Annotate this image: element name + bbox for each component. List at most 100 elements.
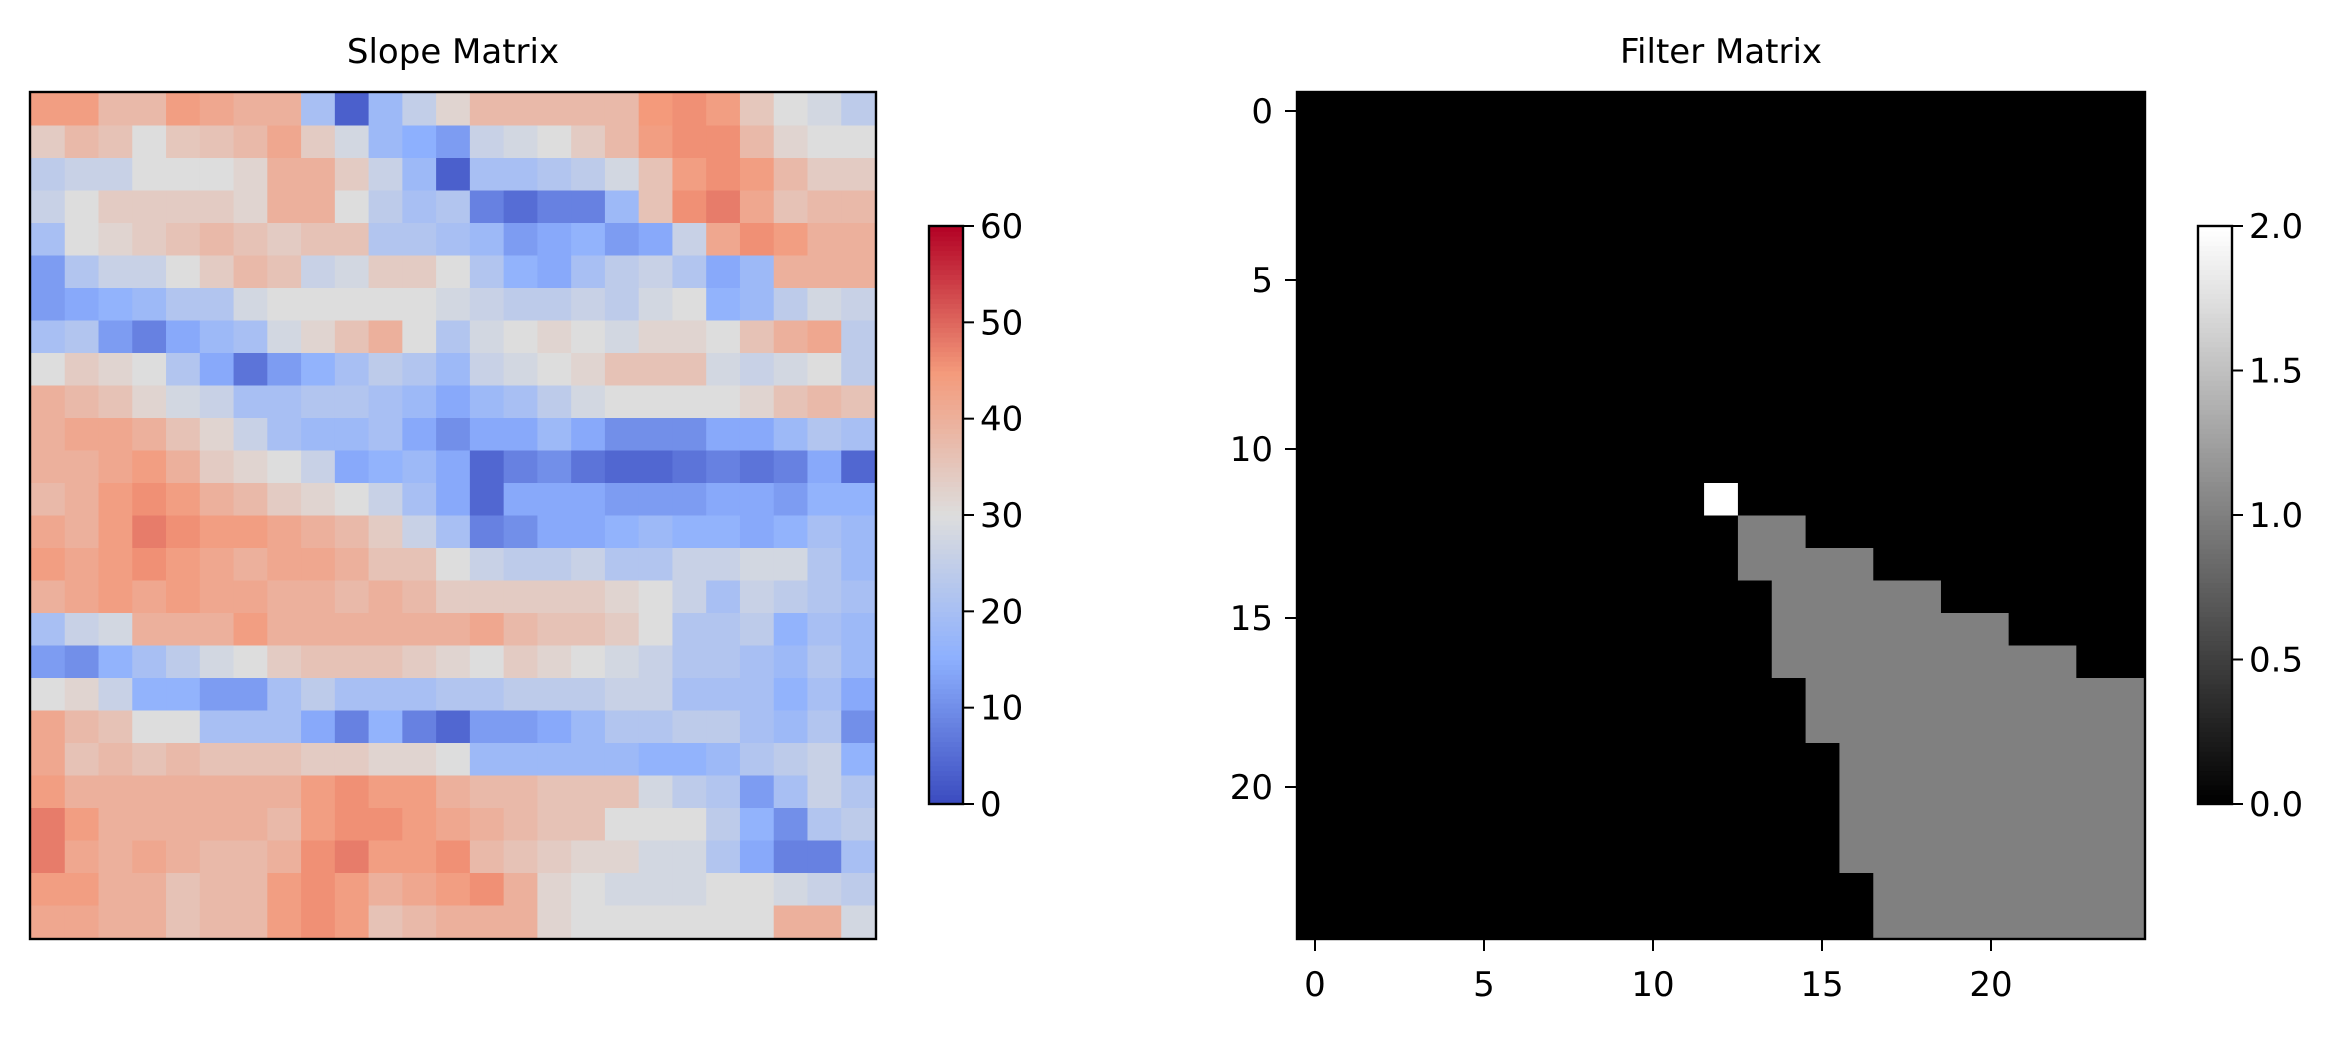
heatmap-cell — [1974, 840, 2010, 874]
colorbar-gradient-step — [929, 481, 963, 487]
x-tick-label: 5 — [1473, 965, 1495, 1005]
colorbar-gradient-step — [929, 630, 963, 637]
heatmap-cell — [1365, 385, 1401, 419]
heatmap-cell — [166, 450, 201, 484]
heatmap-cell — [2008, 255, 2044, 289]
heatmap-cell — [436, 223, 471, 257]
heatmap-cell — [267, 548, 302, 582]
colorbar-gradient-step — [2198, 519, 2232, 526]
heatmap-cell — [1534, 873, 1570, 907]
heatmap-cell — [2110, 190, 2145, 224]
heatmap-cell — [1568, 255, 1604, 289]
heatmap-cell — [199, 190, 235, 224]
heatmap-cell — [706, 840, 741, 874]
colorbar-gradient-step — [929, 226, 963, 232]
heatmap-cell — [739, 808, 775, 842]
heatmap-cell — [604, 255, 640, 289]
heatmap-cell — [1298, 678, 1333, 712]
colorbar-gradient-step — [2198, 741, 2232, 747]
heatmap-cell — [2110, 93, 2145, 127]
heatmap-cell — [1298, 613, 1333, 647]
heatmap-cell — [1467, 320, 1502, 354]
heatmap-cell — [64, 613, 100, 647]
heatmap-cell — [166, 710, 201, 744]
heatmap-cell — [1907, 808, 1942, 842]
colorbar-gradient-step — [929, 505, 963, 511]
heatmap-cell — [571, 515, 606, 549]
heatmap-cell — [1974, 743, 2010, 777]
heatmap-cell — [2076, 450, 2111, 484]
colorbar-gradient-step — [2198, 476, 2232, 483]
heatmap-cell — [1298, 418, 1333, 452]
heatmap-cell — [2042, 548, 2077, 582]
heatmap-cell — [2042, 353, 2077, 387]
heatmap-cell — [537, 743, 572, 777]
heatmap-cell — [1331, 515, 1367, 549]
heatmap-cell — [64, 93, 100, 127]
heatmap-cell — [64, 288, 100, 322]
heatmap-cell — [1974, 450, 2010, 484]
heatmap-cell — [2042, 158, 2077, 192]
heatmap-cell — [1331, 450, 1367, 484]
heatmap-cell — [1399, 808, 1434, 842]
heatmap-cell — [2110, 613, 2145, 647]
heatmap-cell — [1974, 808, 2010, 842]
heatmap-cell — [739, 905, 775, 939]
heatmap-cell — [1399, 385, 1434, 419]
heatmap-cell — [64, 483, 100, 517]
heatmap-cell — [2076, 775, 2111, 809]
heatmap-cell — [98, 775, 133, 809]
colorbar-gradient-step — [929, 654, 963, 661]
colorbar-gradient-step — [2198, 587, 2232, 593]
colorbar-gradient-step — [2198, 418, 2232, 425]
heatmap-cell — [368, 450, 403, 484]
colorbar-gradient-step — [2198, 259, 2232, 266]
heatmap-cell — [1907, 385, 1942, 419]
slope-frame — [28, 90, 878, 941]
heatmap-cell — [1399, 548, 1434, 582]
heatmap-cell — [1636, 710, 1671, 744]
colorbar-gradient-step — [929, 235, 963, 242]
heatmap-cell — [1568, 580, 1604, 614]
heatmap-cell — [571, 353, 606, 387]
heatmap-cell — [739, 190, 775, 224]
heatmap-cell — [1399, 580, 1434, 614]
heatmap-cell — [1737, 743, 1773, 777]
heatmap-cell — [1805, 743, 1841, 777]
colorbar-gradient-step — [2198, 779, 2232, 786]
heatmap-cell — [368, 515, 403, 549]
heatmap-cell — [1805, 515, 1841, 549]
colorbar-gradient-step — [929, 418, 963, 425]
heatmap-cell — [503, 483, 538, 517]
heatmap-cell — [2110, 580, 2145, 614]
heatmap-cell — [98, 320, 133, 354]
heatmap-cell — [199, 320, 235, 354]
x-tick-label: 10 — [1631, 965, 1674, 1005]
heatmap-cell — [1331, 580, 1367, 614]
heatmap-cell — [1365, 450, 1401, 484]
heatmap-cell — [672, 873, 707, 907]
colorbar-gradient-step — [929, 529, 963, 536]
heatmap-cell — [166, 808, 201, 842]
heatmap-cell — [2110, 255, 2145, 289]
heatmap-cell — [1433, 125, 1468, 159]
heatmap-cell — [1940, 190, 1976, 224]
heatmap-cell — [2008, 190, 2044, 224]
heatmap-cell — [1501, 678, 1536, 712]
heatmap-cell — [1704, 678, 1739, 712]
heatmap-cell — [1704, 450, 1739, 484]
heatmap-cell — [267, 158, 302, 192]
heatmap-cell — [1670, 515, 1705, 549]
heatmap-cell — [1839, 223, 1874, 257]
heatmap-cell — [1805, 645, 1841, 679]
colorbar-gradient-step — [2198, 317, 2232, 324]
heatmap-cell — [1940, 353, 1976, 387]
heatmap-cell — [672, 775, 707, 809]
heatmap-cell — [773, 450, 809, 484]
heatmap-cell — [334, 515, 370, 549]
heatmap-cell — [1974, 483, 2010, 517]
heatmap-cell — [1670, 190, 1705, 224]
heatmap-cell — [98, 190, 133, 224]
heatmap-cell — [2076, 353, 2111, 387]
heatmap-cell — [31, 353, 66, 387]
